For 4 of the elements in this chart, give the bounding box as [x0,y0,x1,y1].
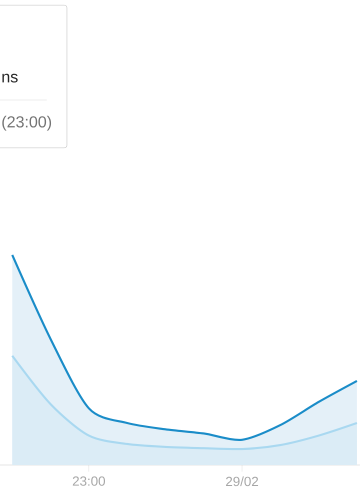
text: ns [2,74,18,82]
x-tick-label: 29/02 [226,476,258,486]
text: (23:00) [2,116,52,131]
x-tick-label: 23:00 [72,476,106,486]
